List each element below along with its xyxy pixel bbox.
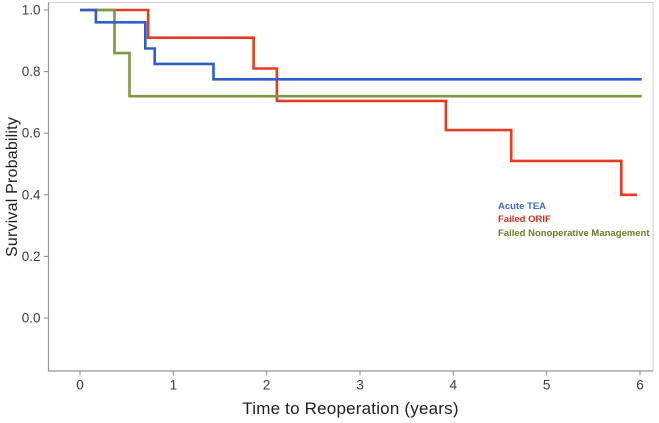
x-tick-label: 6 bbox=[636, 378, 644, 393]
legend-label-failed-nonoperative: Failed Nonoperative Management bbox=[498, 227, 650, 239]
chart-legend: Acute TEA Failed ORIF Failed Nonoperativ… bbox=[498, 200, 650, 240]
y-tick-label: 0.0 bbox=[22, 311, 41, 326]
y-tick-label: 1.0 bbox=[22, 3, 41, 18]
x-tick-label: 1 bbox=[170, 378, 178, 393]
series-line-failed-nonoperative-management bbox=[80, 8, 642, 98]
series-line-failed-orif bbox=[80, 8, 638, 197]
x-tick-label: 3 bbox=[356, 378, 364, 393]
plot-border bbox=[48, 2, 654, 372]
y-axis-title: Survival Probability bbox=[4, 116, 21, 258]
y-tick-label: 0.4 bbox=[22, 187, 41, 202]
y-tick-label: 0.6 bbox=[22, 126, 41, 141]
x-tick-label: 2 bbox=[263, 378, 271, 393]
y-tick-label: 0.8 bbox=[22, 64, 41, 79]
x-tick-label: 0 bbox=[76, 378, 84, 393]
legend-label-acute-tea: Acute TEA bbox=[498, 201, 547, 212]
x-axis-title: Time to Reoperation (years) bbox=[242, 399, 459, 418]
legend-item-acute-tea: Acute TEA bbox=[498, 200, 650, 213]
series-line-acute-tea bbox=[80, 8, 642, 81]
x-tick-label: 5 bbox=[543, 378, 551, 393]
legend-item-failed-orif: Failed ORIF bbox=[498, 213, 650, 226]
legend-label-failed-orif: Failed ORIF bbox=[498, 214, 551, 226]
legend-item-failed-nonoperative: Failed Nonoperative Management bbox=[498, 227, 650, 240]
y-tick-label: 0.2 bbox=[22, 249, 41, 264]
x-tick-label: 4 bbox=[450, 378, 458, 393]
axis-lines bbox=[47, 2, 653, 372]
